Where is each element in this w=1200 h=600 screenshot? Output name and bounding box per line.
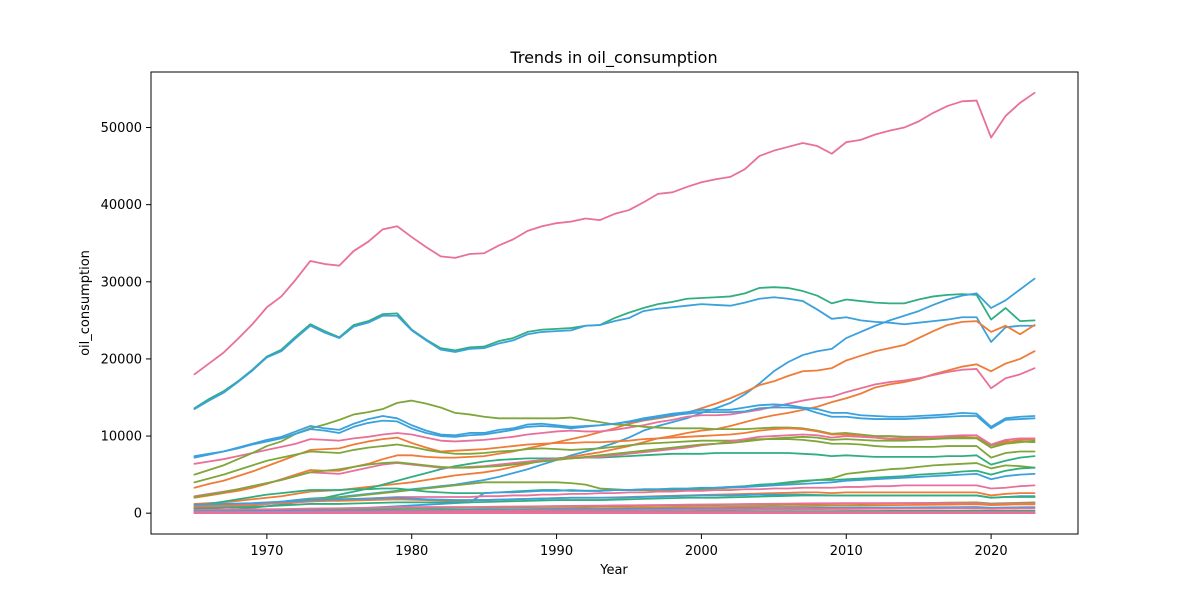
y-tick-label: 30000 xyxy=(101,275,142,290)
series-line-1 xyxy=(193,91,1036,376)
series-line-11 xyxy=(193,452,1036,513)
series-line-3 xyxy=(193,296,1036,410)
y-tick-label: 20000 xyxy=(101,352,142,367)
series-line-10 xyxy=(193,403,1036,457)
series-line-26 xyxy=(193,506,1036,513)
series-line-15 xyxy=(193,435,1036,498)
series-line-13 xyxy=(193,438,1036,484)
series-line-24 xyxy=(193,502,1036,511)
chart-title: Trends in oil_consumption xyxy=(509,48,717,68)
x-axis: 1970 1980 1990 2000 2010 2020 xyxy=(250,534,1008,559)
x-tick-label: 1990 xyxy=(540,544,573,559)
y-axis: 0 10000 20000 30000 40000 50000 xyxy=(101,121,151,522)
x-tick-label: 1980 xyxy=(395,544,428,559)
series-line-2 xyxy=(193,286,1036,410)
series-line-22 xyxy=(193,494,1036,510)
y-tick-label: 10000 xyxy=(101,430,142,445)
series-line-5 xyxy=(193,320,1036,499)
y-axis-title: oil_consumption xyxy=(78,250,93,356)
x-tick-label: 2010 xyxy=(830,544,863,559)
y-tick-label: 0 xyxy=(134,507,142,522)
x-tick-label: 2020 xyxy=(975,544,1008,559)
plot-frame xyxy=(150,71,1079,535)
y-tick-label: 40000 xyxy=(101,198,142,213)
y-tick-label: 50000 xyxy=(101,121,142,136)
x-axis-title: Year xyxy=(599,563,628,578)
series-line-14 xyxy=(193,433,1036,498)
x-tick-label: 1970 xyxy=(250,544,283,559)
series-line-12 xyxy=(193,427,1036,489)
x-tick-label: 2000 xyxy=(685,544,718,559)
series-line-7 xyxy=(193,367,1036,465)
